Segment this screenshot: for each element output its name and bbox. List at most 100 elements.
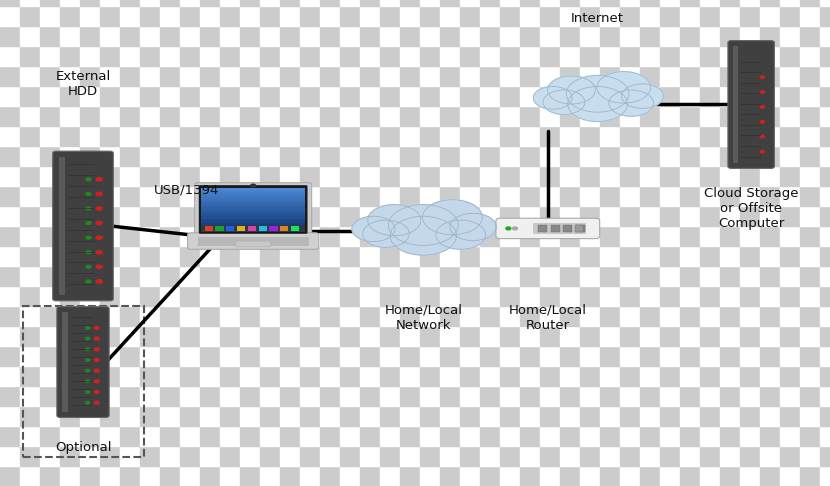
- Bar: [202, 221, 305, 223]
- Circle shape: [86, 207, 90, 210]
- Circle shape: [96, 236, 102, 240]
- Bar: [574, 226, 583, 232]
- Bar: [204, 226, 212, 231]
- Bar: [202, 194, 305, 196]
- Bar: [202, 201, 305, 203]
- Circle shape: [363, 220, 409, 247]
- Bar: [202, 196, 305, 199]
- FancyBboxPatch shape: [236, 241, 271, 247]
- Bar: [202, 225, 305, 227]
- Circle shape: [566, 75, 629, 112]
- Text: External
HDD: External HDD: [56, 70, 110, 99]
- Bar: [237, 226, 246, 231]
- Bar: [202, 225, 305, 232]
- Bar: [226, 226, 235, 231]
- Circle shape: [85, 327, 90, 329]
- Circle shape: [609, 90, 654, 116]
- Circle shape: [568, 87, 627, 122]
- Circle shape: [96, 221, 102, 225]
- Circle shape: [86, 192, 90, 195]
- Circle shape: [94, 337, 100, 340]
- Circle shape: [450, 213, 496, 241]
- Circle shape: [760, 91, 764, 93]
- Circle shape: [96, 192, 102, 196]
- Bar: [202, 205, 305, 208]
- Circle shape: [94, 369, 100, 372]
- Bar: [733, 46, 738, 163]
- Circle shape: [622, 84, 663, 108]
- FancyBboxPatch shape: [496, 218, 599, 239]
- Circle shape: [760, 105, 764, 108]
- Circle shape: [96, 265, 102, 269]
- Circle shape: [96, 279, 102, 283]
- Bar: [539, 225, 548, 232]
- Circle shape: [85, 401, 90, 404]
- Bar: [202, 188, 305, 232]
- Bar: [23, 306, 144, 457]
- Circle shape: [368, 205, 421, 236]
- Circle shape: [85, 337, 90, 340]
- Bar: [534, 223, 586, 234]
- Circle shape: [86, 222, 90, 225]
- Circle shape: [422, 200, 482, 235]
- Circle shape: [760, 150, 764, 153]
- Bar: [259, 226, 267, 231]
- Bar: [202, 212, 305, 214]
- Text: USB/1394: USB/1394: [154, 184, 219, 197]
- Circle shape: [85, 380, 90, 382]
- Circle shape: [251, 184, 256, 187]
- FancyBboxPatch shape: [53, 151, 113, 301]
- Circle shape: [436, 220, 486, 249]
- Circle shape: [86, 280, 90, 283]
- Bar: [269, 226, 277, 231]
- FancyBboxPatch shape: [56, 307, 110, 417]
- Circle shape: [394, 219, 452, 253]
- Text: Optional: Optional: [55, 441, 111, 454]
- Circle shape: [85, 348, 90, 350]
- Bar: [202, 199, 305, 201]
- Circle shape: [760, 76, 764, 79]
- Bar: [62, 312, 68, 412]
- Circle shape: [86, 265, 90, 268]
- Bar: [281, 226, 289, 231]
- Circle shape: [352, 216, 395, 242]
- Text: Internet: Internet: [571, 12, 624, 25]
- Circle shape: [94, 327, 100, 330]
- FancyBboxPatch shape: [188, 233, 319, 249]
- Circle shape: [85, 391, 90, 393]
- Bar: [576, 225, 585, 232]
- Circle shape: [86, 236, 90, 239]
- Bar: [202, 209, 305, 212]
- Circle shape: [94, 401, 100, 404]
- Circle shape: [760, 121, 764, 123]
- Bar: [564, 225, 573, 232]
- Circle shape: [597, 71, 651, 103]
- Bar: [202, 188, 305, 190]
- Circle shape: [94, 348, 100, 351]
- Text: Home/Local
Router: Home/Local Router: [509, 304, 587, 332]
- Circle shape: [96, 250, 102, 254]
- Circle shape: [86, 178, 90, 181]
- Bar: [202, 227, 305, 229]
- Bar: [202, 229, 305, 232]
- FancyBboxPatch shape: [194, 183, 312, 236]
- Bar: [202, 203, 305, 205]
- Bar: [551, 225, 560, 232]
- Circle shape: [85, 359, 90, 361]
- Text: Home/Local
Network: Home/Local Network: [384, 304, 462, 332]
- Bar: [202, 190, 305, 192]
- Text: Cloud Storage
or Offsite
Computer: Cloud Storage or Offsite Computer: [704, 187, 798, 230]
- Bar: [216, 226, 224, 231]
- Bar: [202, 192, 305, 194]
- Bar: [290, 226, 299, 231]
- FancyBboxPatch shape: [199, 185, 307, 234]
- Bar: [202, 219, 305, 221]
- Bar: [59, 157, 66, 295]
- FancyBboxPatch shape: [728, 41, 774, 169]
- Bar: [202, 216, 305, 219]
- Bar: [247, 226, 256, 231]
- Circle shape: [94, 380, 100, 383]
- Bar: [202, 208, 305, 210]
- Bar: [202, 223, 305, 225]
- Circle shape: [96, 177, 102, 181]
